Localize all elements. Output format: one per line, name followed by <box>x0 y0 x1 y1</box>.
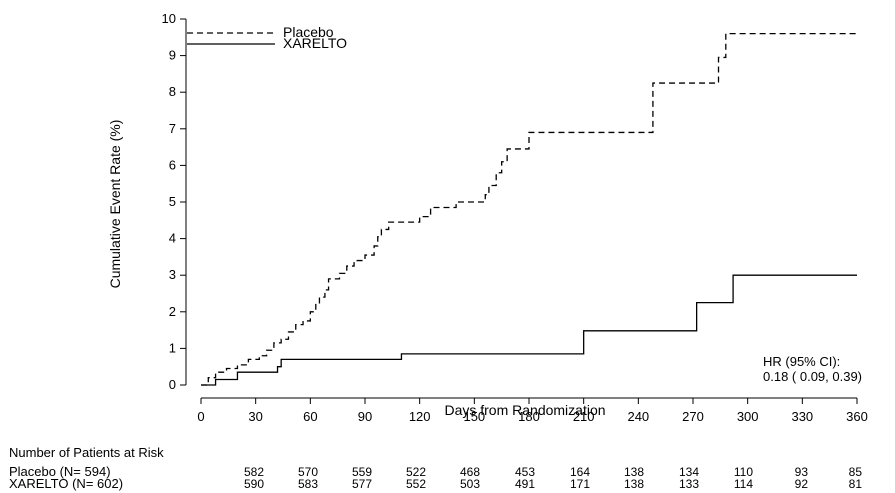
x-tick-label: 120 <box>409 409 431 424</box>
risk-value: 138 <box>624 465 644 479</box>
x-tick-label: 90 <box>358 409 372 424</box>
risk-row-label-placebo: Placebo (N= 594) <box>9 464 111 479</box>
series-line-xarelto <box>201 274 857 386</box>
x-tick-label: 30 <box>248 409 262 424</box>
y-tick-label: 9 <box>169 48 176 63</box>
x-tick-label: 270 <box>682 409 704 424</box>
x-tick-label: 300 <box>737 409 759 424</box>
y-tick-label: 4 <box>169 231 176 246</box>
y-tick-label: 7 <box>169 121 176 136</box>
risk-value: 133 <box>679 477 699 491</box>
x-tick-label: 0 <box>197 409 204 424</box>
risk-row-label-xarelto: XARELTO (N= 602) <box>9 476 123 491</box>
hr-value: 0.18 ( 0.09, 0.39) <box>763 369 862 384</box>
y-tick-label: 2 <box>169 304 176 319</box>
risk-value: 583 <box>298 477 318 491</box>
risk-table-title: Number of Patients at Risk <box>9 445 164 460</box>
risk-value: 453 <box>515 465 535 479</box>
y-tick-label: 10 <box>162 11 176 26</box>
risk-value: 92 <box>795 477 809 491</box>
y-axis: 0 1 2 3 4 5 6 7 8 9 10 <box>162 11 187 392</box>
risk-value: 138 <box>624 477 644 491</box>
x-tick-label: 60 <box>303 409 317 424</box>
x-tick-label: 330 <box>791 409 813 424</box>
x-tick-label: 360 <box>846 409 868 424</box>
risk-value: 503 <box>460 477 480 491</box>
x-tick-label: 210 <box>573 409 595 424</box>
y-tick-label: 5 <box>169 194 176 209</box>
y-tick-label: 6 <box>169 157 176 172</box>
x-axis: 0 30 60 90 120 150 180 210 240 270 300 330 360 <box>197 397 868 424</box>
x-axis-title: Days from Randomization <box>444 402 605 418</box>
risk-value: 110 <box>734 465 753 479</box>
risk-value: 93 <box>795 465 809 479</box>
risk-value: 114 <box>734 477 753 491</box>
y-axis-title: Cumulative Event Rate (%) <box>107 120 123 289</box>
y-tick-label: 1 <box>169 340 176 355</box>
risk-value: 559 <box>352 465 372 479</box>
hr-label: HR (95% CI): <box>763 354 840 369</box>
risk-value: 468 <box>460 465 480 479</box>
risk-value: 570 <box>298 465 318 479</box>
x-tick-label: 240 <box>627 409 649 424</box>
legend: Placebo XARELTO <box>187 24 347 51</box>
risk-value: 522 <box>406 465 426 479</box>
risk-value: 85 <box>849 465 863 479</box>
legend-label-placebo: Placebo <box>283 24 334 40</box>
y-tick-label: 0 <box>169 377 176 392</box>
risk-table: Number of Patients at Risk Placebo (N= 5… <box>9 445 862 491</box>
risk-value: 171 <box>570 477 590 491</box>
risk-value: 582 <box>244 465 264 479</box>
x-tick-label: 180 <box>518 409 540 424</box>
risk-value: 134 <box>679 465 699 479</box>
y-tick-label: 8 <box>169 84 176 99</box>
hazard-ratio-annotation: HR (95% CI): 0.18 ( 0.09, 0.39) <box>763 354 862 384</box>
x-tick-label: 150 <box>463 409 485 424</box>
legend-label-xarelto: XARELTO <box>283 35 347 51</box>
risk-value: 164 <box>570 465 590 479</box>
risk-value: 590 <box>244 477 264 491</box>
series-line-placebo <box>201 32 857 386</box>
risk-value: 81 <box>849 477 863 491</box>
risk-value: 491 <box>515 477 535 491</box>
risk-value: 552 <box>406 477 426 491</box>
risk-value: 577 <box>352 477 372 491</box>
plot-area <box>201 32 857 386</box>
risk-values: 582 570 559 522 468 453 164 138 134 110 93 85 590 583… <box>244 465 862 491</box>
y-tick-label: 3 <box>169 267 176 282</box>
